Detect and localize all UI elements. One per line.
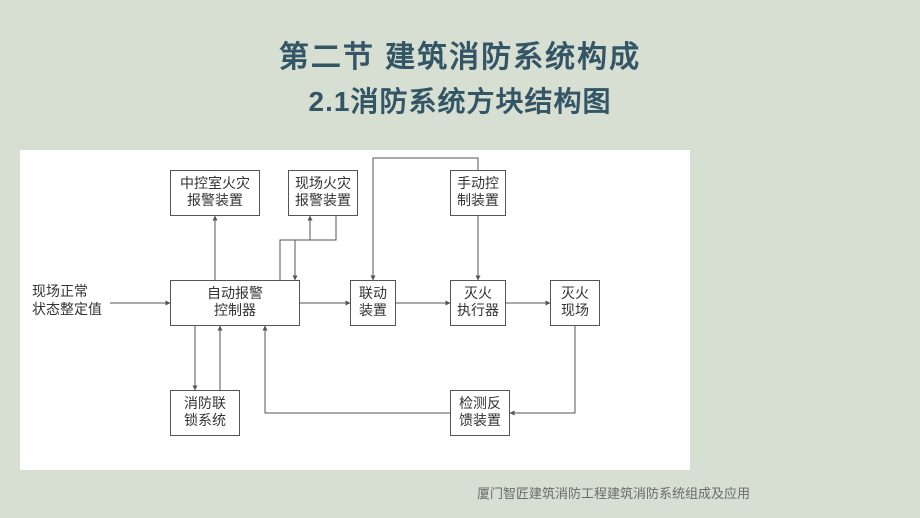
edge xyxy=(280,216,310,280)
label-setpoint: 现场正常状态整定值 xyxy=(32,284,102,320)
edge xyxy=(510,326,575,413)
node-auto_alarm_ctrl: 自动报警控制器 xyxy=(170,280,300,326)
title-line1: 第二节 建筑消防系统构成 xyxy=(0,32,920,76)
node-site_alarm: 现场火灾报警装置 xyxy=(288,170,358,216)
footer-caption: 厦门智匠建筑消防工程建筑消防系统组成及应用 xyxy=(477,483,750,502)
node-ctrl_room_alarm: 中控室火灾报警装置 xyxy=(170,170,260,216)
node-interlock: 消防联锁系统 xyxy=(170,390,240,436)
slide-title-block: 第二节 建筑消防系统构成 2.1消防系统方块结构图 xyxy=(0,0,920,120)
edge xyxy=(295,216,336,280)
node-exec: 灭火执行器 xyxy=(450,280,506,326)
flowchart-canvas: 中控室火灾报警装置现场火灾报警装置 手动控制装置自动报警控制器 联动装置 灭火执行器灭… xyxy=(20,150,690,470)
title-line2: 2.1消防系统方块结构图 xyxy=(0,80,920,120)
node-scene: 灭火现场 xyxy=(550,280,600,326)
node-manual_ctrl: 手动控制装置 xyxy=(450,170,506,216)
node-feedback: 检测反馈装置 xyxy=(450,390,510,436)
edge xyxy=(265,326,450,413)
node-linkage: 联动装置 xyxy=(350,280,396,326)
